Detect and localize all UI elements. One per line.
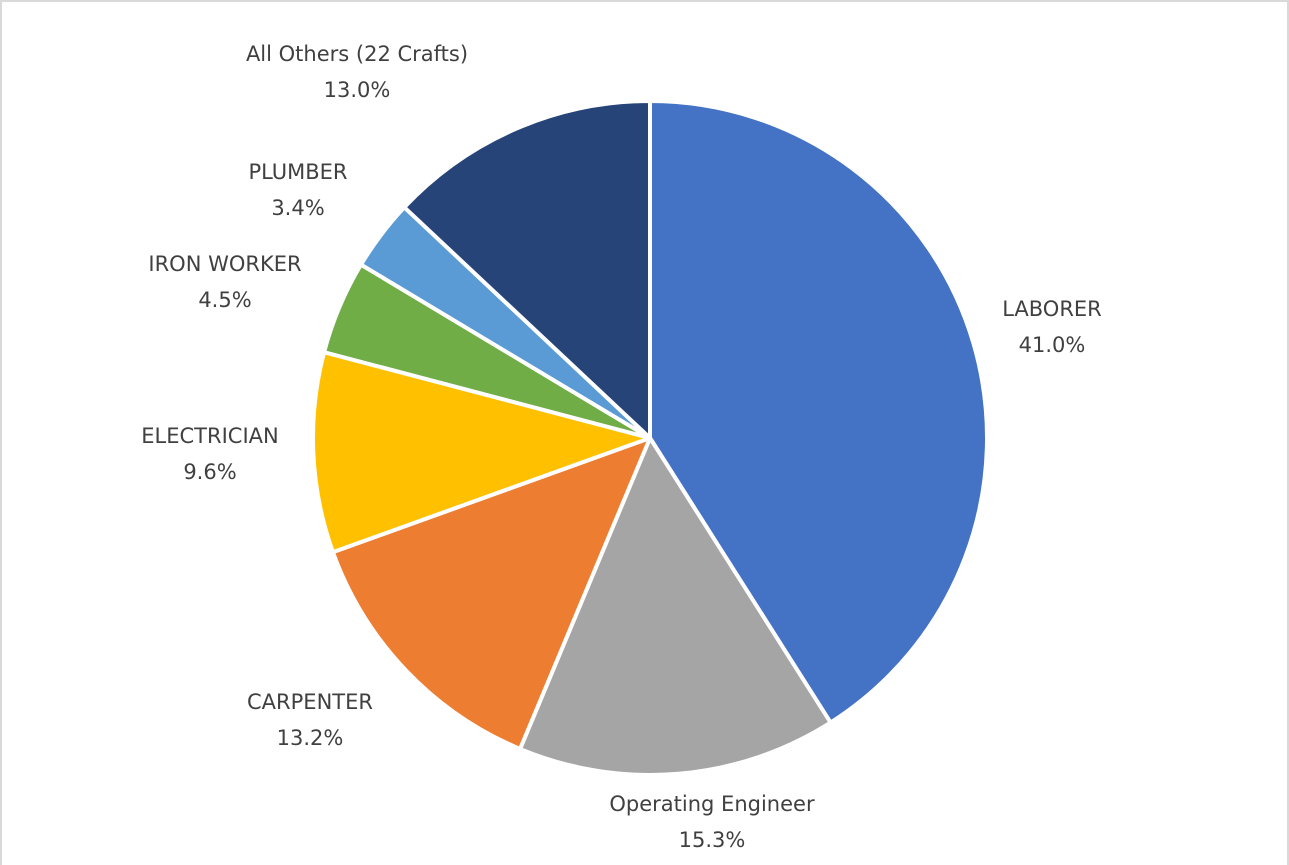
slice-category-label: PLUMBER (248, 160, 347, 184)
slice-category-label: ELECTRICIAN (141, 424, 278, 448)
slice-value-label: 3.4% (271, 196, 324, 220)
slice-category-label: Operating Engineer (609, 792, 815, 816)
pie-slice (402, 99, 652, 440)
slice-value-label: 13.0% (324, 78, 391, 102)
slice-category-label: IRON WORKER (148, 252, 301, 276)
slice-category-label: All Others (22 Crafts) (246, 42, 468, 66)
pie-slice (518, 436, 833, 777)
slice-value-label: 13.2% (277, 726, 344, 750)
slice-value-label: 4.5% (198, 288, 251, 312)
slice-value-label: 9.6% (183, 460, 236, 484)
slice-category-label: CARPENTER (247, 690, 373, 714)
pie-slice (330, 436, 652, 751)
slice-value-label: 15.3% (679, 828, 746, 852)
pie-slice (311, 350, 652, 555)
slice-category-label: LABORER (1002, 297, 1102, 321)
slice-value-label: 41.0% (1019, 333, 1086, 357)
